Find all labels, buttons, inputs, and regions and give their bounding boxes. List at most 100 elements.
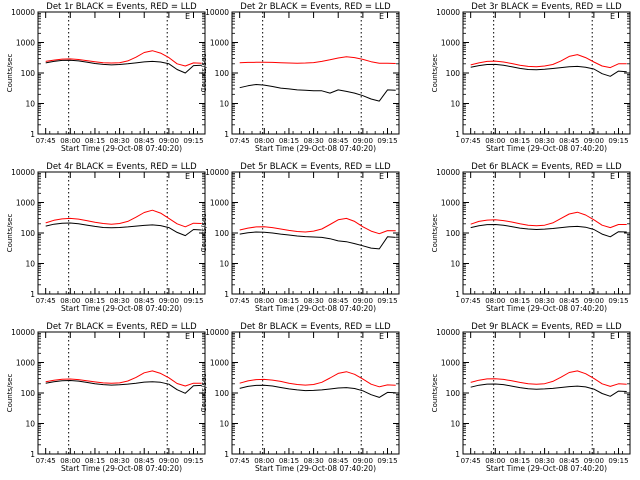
y-tick-label: 1 <box>224 130 229 139</box>
y-tick-label: 10 <box>25 260 35 269</box>
y-tick-label: 100 <box>446 389 461 398</box>
y-tick-label: 10 <box>450 100 460 109</box>
x-tick-label: 08:15 <box>85 297 105 305</box>
x-tick-label: 08:15 <box>279 457 299 465</box>
lld-series-line <box>45 209 202 228</box>
x-tick-label: 07:45 <box>461 297 481 305</box>
x-tick-label: 08:30 <box>303 457 323 465</box>
corner-mark: E <box>379 172 384 181</box>
panel-title: Det 4r BLACK = Events, RED = LLD <box>46 162 197 172</box>
y-tick-label: 10000 <box>11 168 35 177</box>
x-tick-label: 08:00 <box>485 137 505 145</box>
y-axis-label: Counts/sec <box>431 374 439 413</box>
x-tick-label: 08:45 <box>134 457 154 465</box>
y-tick-label: 10 <box>25 420 35 429</box>
y-tick-label: 10 <box>25 100 35 109</box>
panel-title: Det 7r BLACK = Events, RED = LLD <box>46 322 197 332</box>
events-series-line <box>45 222 202 237</box>
x-tick-label: 08:30 <box>303 137 323 145</box>
x-tick-label: 08:00 <box>254 457 274 465</box>
x-tick-label: 08:45 <box>134 297 154 305</box>
y-tick-label: 1000 <box>16 359 35 368</box>
x-tick-label: 08:30 <box>534 137 554 145</box>
y-axis-label: Counts/sec <box>200 54 208 93</box>
y-tick-label: 10000 <box>436 328 460 337</box>
y-tick-label: 10000 <box>205 168 229 177</box>
x-tick-label: 09:15 <box>608 297 628 305</box>
lld-series-line <box>470 370 627 387</box>
x-tick-label: 09:00 <box>584 297 604 305</box>
y-axis-label: Counts/sec <box>431 54 439 93</box>
x-tick-label: 07:45 <box>36 137 56 145</box>
y-tick-label: 1000 <box>16 199 35 208</box>
lld-series-line <box>470 211 627 229</box>
x-tick-label: 09:00 <box>584 457 604 465</box>
x-tick-label: 08:45 <box>328 297 348 305</box>
x-tick-label: 08:45 <box>328 137 348 145</box>
x-tick-label: 09:15 <box>377 297 397 305</box>
y-axis-label: Counts/sec <box>200 374 208 413</box>
corner-mark: E <box>185 332 190 341</box>
plot-frame <box>231 11 400 135</box>
corner-mark: E <box>379 12 384 21</box>
corner-mark: E <box>610 332 615 341</box>
y-tick-label: 1 <box>224 450 229 459</box>
events-series-line <box>239 84 396 102</box>
x-tick-label: 09:15 <box>608 137 628 145</box>
y-tick-label: 1000 <box>210 359 229 368</box>
y-tick-label: 1000 <box>16 39 35 48</box>
x-tick-label: 08:00 <box>485 457 505 465</box>
y-tick-label: 100 <box>215 229 230 238</box>
events-series-line <box>470 383 627 397</box>
x-axis-label: Start Time (29-Oct-08 07:40:20) <box>255 304 376 313</box>
y-tick-label: 10000 <box>11 8 35 17</box>
y-tick-label: 1 <box>455 450 460 459</box>
events-series-line <box>470 224 627 238</box>
plot-frame <box>462 11 631 135</box>
x-tick-label: 08:30 <box>109 457 129 465</box>
plot-frame <box>462 171 631 295</box>
x-tick-label: 08:30 <box>303 297 323 305</box>
y-tick-label: 10000 <box>205 328 229 337</box>
y-axis-label: Counts/sec <box>6 54 14 93</box>
x-tick-label: 08:15 <box>85 137 105 145</box>
y-tick-label: 1 <box>455 130 460 139</box>
x-axis-label: Start Time (29-Oct-08 07:40:20) <box>486 464 607 473</box>
x-tick-label: 08:00 <box>254 297 274 305</box>
y-tick-label: 10 <box>450 260 460 269</box>
y-tick-label: 1 <box>30 130 35 139</box>
plot-frame <box>231 171 400 295</box>
lld-series-line <box>470 54 627 69</box>
x-tick-label: 08:00 <box>485 297 505 305</box>
x-tick-label: 08:15 <box>510 457 530 465</box>
y-axis-label: Counts/sec <box>431 214 439 253</box>
x-tick-label: 08:45 <box>559 297 579 305</box>
x-tick-label: 08:15 <box>510 137 530 145</box>
lld-series-line <box>239 217 396 235</box>
x-tick-label: 07:45 <box>230 297 250 305</box>
y-tick-label: 100 <box>21 389 36 398</box>
x-tick-label: 09:00 <box>353 137 373 145</box>
x-axis-label: Start Time (29-Oct-08 07:40:20) <box>486 304 607 313</box>
events-series-line <box>45 380 202 394</box>
events-series-line <box>45 59 202 74</box>
x-tick-label: 09:00 <box>584 137 604 145</box>
x-tick-label: 08:45 <box>559 137 579 145</box>
y-axis-label: Counts/sec <box>6 214 14 253</box>
x-tick-label: 09:15 <box>183 297 203 305</box>
panel-title: Det 1r BLACK = Events, RED = LLD <box>46 2 197 12</box>
y-tick-label: 1000 <box>441 39 460 48</box>
y-tick-label: 10000 <box>436 168 460 177</box>
x-tick-label: 08:30 <box>534 457 554 465</box>
panel-title: Det 5r BLACK = Events, RED = LLD <box>240 162 391 172</box>
events-series-line <box>239 384 396 398</box>
x-tick-label: 09:00 <box>353 297 373 305</box>
y-tick-label: 100 <box>21 229 36 238</box>
x-tick-label: 07:45 <box>230 137 250 145</box>
